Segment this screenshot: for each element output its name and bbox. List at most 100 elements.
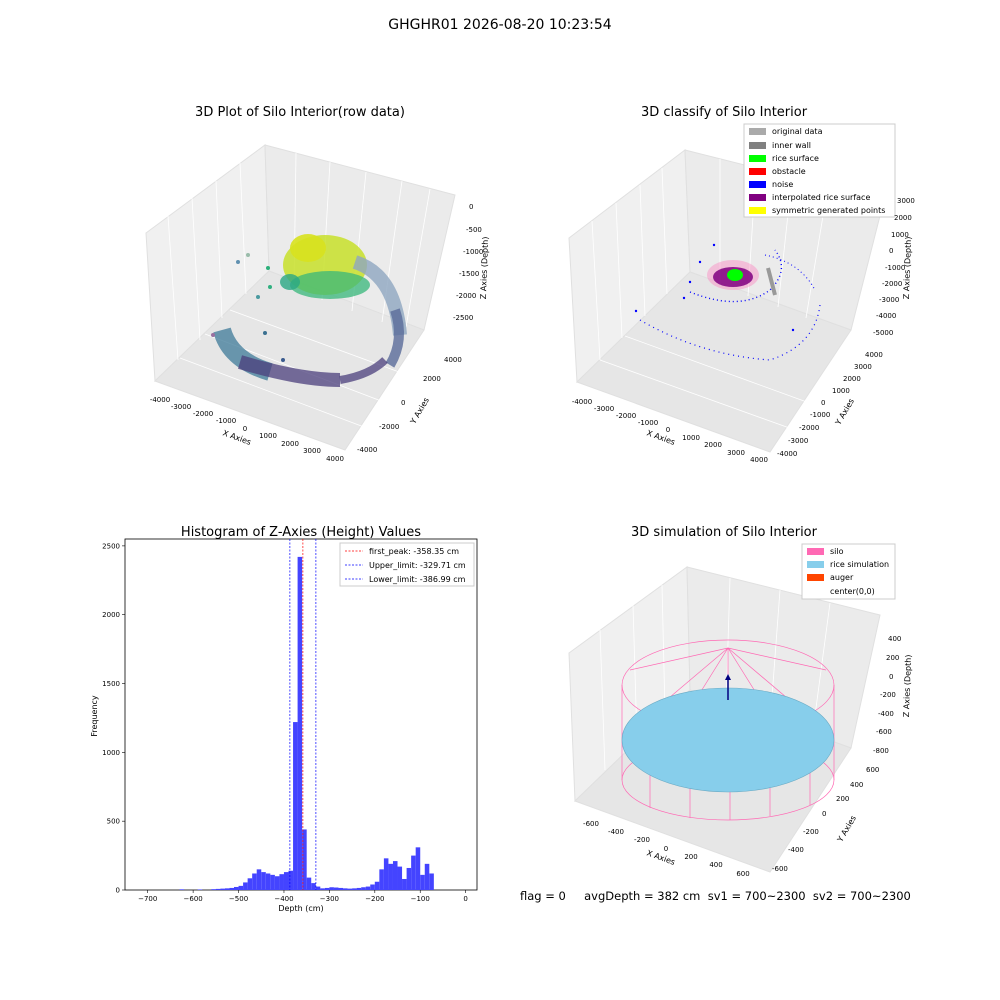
svg-text:2000: 2000: [843, 375, 861, 383]
svg-text:-1000: -1000: [638, 419, 658, 427]
svg-text:4000: 4000: [750, 456, 768, 464]
svg-text:0: 0: [666, 426, 670, 434]
svg-text:2000: 2000: [704, 441, 722, 449]
svg-text:-1000: -1000: [463, 248, 483, 256]
histogram-bar: [229, 887, 235, 890]
svg-text:-3000: -3000: [171, 403, 191, 411]
legend-label: symmetric generated points: [772, 206, 885, 215]
svg-text:-2000: -2000: [379, 423, 399, 431]
svg-text:-4000: -4000: [357, 446, 377, 454]
svg-text:-3000: -3000: [879, 296, 899, 304]
histogram-bar: [293, 722, 298, 890]
x-tick-label: 0: [463, 895, 467, 903]
legend-label: noise: [772, 180, 793, 189]
histogram-bar: [211, 889, 216, 890]
legend-label: Upper_limit: -329.71 cm: [369, 561, 466, 570]
svg-text:-200: -200: [803, 828, 819, 836]
y-tick-labels: -4000 -2000 0 2000 4000: [357, 356, 462, 454]
histogram-bar: [397, 866, 403, 890]
scatter-points: [634, 243, 821, 361]
histogram-bar: [270, 874, 275, 890]
histogram-bar: [302, 829, 307, 890]
chart-3d-raw: 3D Plot of Silo Interior(row data): [145, 105, 490, 463]
reference-lines: [289, 539, 317, 890]
histogram-bar: [333, 887, 339, 890]
histogram-bar: [424, 863, 430, 890]
x-tick-label: −600: [184, 895, 203, 903]
y-tick-labels: -600 -400 -200 0 200 400 600: [772, 766, 879, 873]
svg-text:-4000: -4000: [777, 450, 797, 458]
histogram-bar: [320, 888, 325, 890]
svg-text:3000: 3000: [727, 449, 745, 457]
y-tick-label: 500: [107, 818, 120, 826]
legend-label: obstacle: [772, 167, 806, 176]
svg-text:1000: 1000: [682, 434, 700, 442]
histogram-bar: [415, 847, 421, 890]
svg-text:0: 0: [889, 247, 893, 255]
x-axis-label: X Axies: [645, 428, 676, 447]
histogram-bar: [220, 888, 225, 890]
legend-label: auger: [830, 573, 854, 582]
svg-text:400: 400: [709, 861, 722, 869]
y-tick-label: 2500: [102, 542, 120, 550]
svg-text:-4000: -4000: [572, 398, 592, 406]
svg-text:2000: 2000: [894, 214, 912, 222]
histogram-bar: [402, 878, 407, 890]
z-axis-label: Z Axies (Depth): [902, 236, 913, 299]
svg-text:-4000: -4000: [150, 396, 170, 404]
z-tick-labels: 0 -500 -1000 -1500 -2000 -2500: [453, 203, 483, 322]
svg-text:-400: -400: [608, 828, 624, 836]
histogram-bar: [347, 888, 353, 890]
chart-title: 3D simulation of Silo Interior: [631, 525, 818, 540]
svg-text:3000: 3000: [897, 197, 915, 205]
center-arrow: [725, 674, 731, 680]
svg-text:-3000: -3000: [594, 405, 614, 413]
x-tick-label: −700: [138, 895, 157, 903]
histogram-bar: [261, 872, 266, 890]
legend-swatch: [749, 181, 766, 188]
histogram-bar: [383, 858, 389, 890]
x-tick-label: −400: [274, 895, 293, 903]
svg-text:-600: -600: [583, 820, 599, 828]
x-axis-label: Depth (cm): [278, 904, 323, 913]
svg-text:200: 200: [886, 654, 899, 662]
x-axis-label: X Axies: [221, 428, 252, 447]
histogram-bar: [379, 869, 384, 890]
histogram-bar: [343, 888, 348, 890]
histogram-bar: [252, 873, 257, 890]
histogram-bar: [411, 855, 416, 890]
legend-swatch: [749, 168, 766, 175]
y-tick-label: 1500: [102, 680, 120, 688]
chart-3d-simulation: 3D simulation of Silo Interior: [568, 525, 913, 878]
histogram-bar: [429, 873, 434, 890]
status-footer: flag = 0 avgDepth = 382 cm sv1 = 700~230…: [520, 889, 911, 903]
chart-title: 3D classify of Silo Interior: [641, 105, 808, 120]
histogram-bar: [283, 872, 289, 890]
svg-text:0: 0: [469, 203, 473, 211]
svg-text:-1000: -1000: [810, 411, 830, 419]
histogram-bar: [388, 863, 393, 890]
svg-text:0: 0: [889, 673, 893, 681]
svg-text:400: 400: [850, 781, 863, 789]
histogram-bar: [420, 874, 425, 890]
y-axis-label: Y Axies: [833, 397, 856, 427]
svg-text:-5000: -5000: [873, 329, 893, 337]
chart-title: Histogram of Z-Axies (Height) Values: [181, 525, 421, 540]
svg-text:200: 200: [836, 795, 849, 803]
histogram-bar: [406, 867, 412, 890]
svg-text:-4000: -4000: [876, 312, 896, 320]
z-tick-labels: 400 200 0 -200 -400 -600 -800: [873, 635, 901, 755]
pane-floor: [576, 271, 852, 453]
histogram-bars: [179, 556, 434, 890]
histogram-bar: [338, 887, 344, 890]
legend-label: Lower_limit: -386.99 cm: [369, 575, 466, 584]
svg-text:-200: -200: [880, 691, 896, 699]
svg-text:-2000: -2000: [799, 424, 819, 432]
svg-text:-800: -800: [873, 747, 889, 755]
x-tick-label: −100: [411, 895, 430, 903]
histogram-bar: [306, 877, 312, 890]
legend-label: first_peak: -358.35 cm: [369, 547, 459, 556]
histogram-bar: [324, 887, 330, 890]
chart-title: 3D Plot of Silo Interior(row data): [195, 105, 405, 120]
